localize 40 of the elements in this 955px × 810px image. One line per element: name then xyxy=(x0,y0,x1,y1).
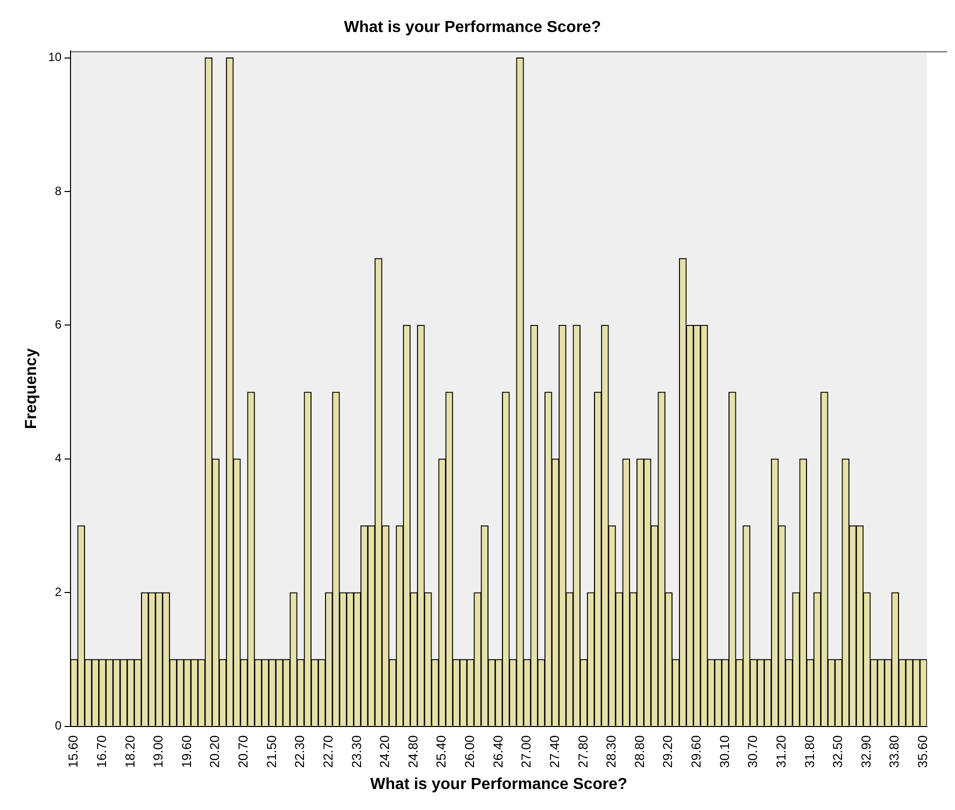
x-tick-label: 28.30 xyxy=(604,735,619,768)
x-tick-label: 35.60 xyxy=(915,735,930,768)
y-tick-label: 2 xyxy=(54,584,62,599)
y-tick-label: 0 xyxy=(54,718,62,733)
x-tick-label: 20.20 xyxy=(207,735,222,768)
y-axis-title: Frequency xyxy=(23,348,40,430)
x-tick-label: 24.20 xyxy=(377,735,392,768)
x-tick-label: 28.80 xyxy=(632,735,647,768)
x-tick-label: 26.00 xyxy=(462,735,478,768)
x-tick-label: 31.80 xyxy=(802,735,817,768)
x-axis-title: What is your Performance Score? xyxy=(370,776,628,793)
y-tick-label: 10 xyxy=(48,50,62,64)
x-tick-label: 27.80 xyxy=(575,735,590,768)
x-tick-label: 22.30 xyxy=(292,735,308,768)
chart-title: What is your Performance Score? xyxy=(344,19,601,36)
x-tick-label: 18.20 xyxy=(122,735,138,768)
x-tick-label: 27.40 xyxy=(546,735,562,768)
y-tick-label: 8 xyxy=(54,184,62,198)
x-tick-label: 27.00 xyxy=(518,735,534,768)
x-tick-label: 22.70 xyxy=(320,735,336,768)
x-tick-label: 24.80 xyxy=(405,735,420,768)
x-tick-label: 29.60 xyxy=(688,735,704,768)
y-tick-label: 4 xyxy=(54,451,62,466)
x-tick-label: 33.80 xyxy=(886,735,902,768)
x-tick-label: 25.40 xyxy=(434,735,449,768)
x-tick-label: 20.70 xyxy=(236,735,251,768)
x-tick-label: 32.90 xyxy=(858,735,874,768)
x-tick-label: 29.20 xyxy=(660,735,676,768)
y-tick-label: 6 xyxy=(54,318,62,332)
x-tick-label: 23.30 xyxy=(348,735,364,768)
x-tick-label: 21.50 xyxy=(264,735,279,768)
x-tick-label: 32.50 xyxy=(830,735,846,768)
x-tick-label: 30.10 xyxy=(716,735,732,768)
x-tick-label: 31.20 xyxy=(773,735,788,768)
x-tick-label: 19.60 xyxy=(178,735,194,768)
x-tick-label: 26.40 xyxy=(490,735,506,768)
x-tick-label: 15.60 xyxy=(66,735,81,768)
x-tick-label: 30.70 xyxy=(745,735,760,768)
x-tick-label: 16.70 xyxy=(94,735,109,768)
x-tick-label: 19.00 xyxy=(150,735,166,768)
